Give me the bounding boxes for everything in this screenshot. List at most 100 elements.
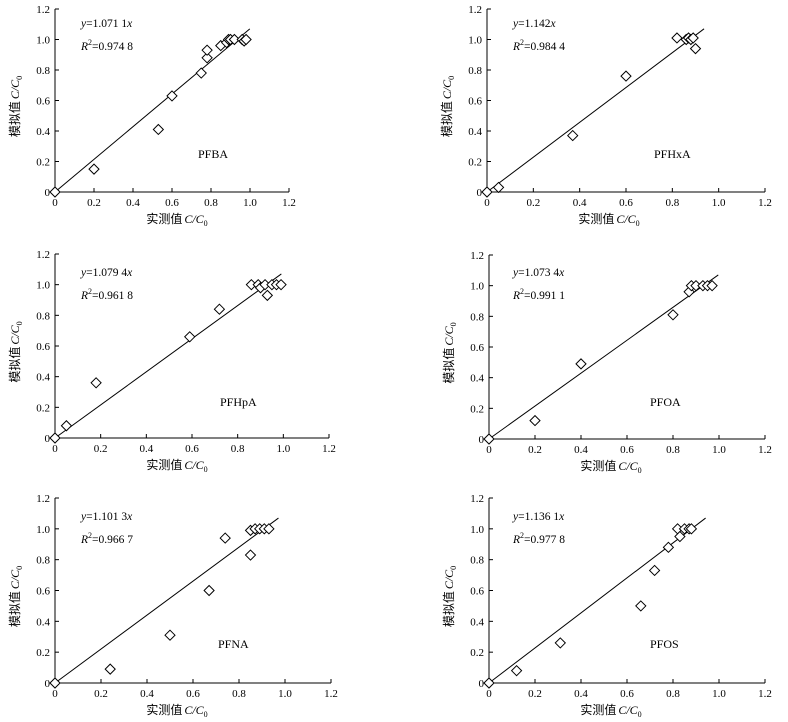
regression-equation: y=1.071 1x [80,18,133,30]
data-point [481,186,493,198]
y-tick-label: 0.4 [470,616,484,628]
y-tick-label: 0 [479,434,485,446]
equation-x: x [558,267,565,279]
equation-y: y [512,511,519,523]
data-point [706,279,718,292]
x-axis-title-sub: 0 [204,465,208,474]
x-axis-title-sub: 0 [204,710,208,719]
y-tick-label: 0.8 [470,311,484,323]
r-squared: R2=0.961 8 [80,287,133,302]
x-tick-label: 1.0 [712,444,726,456]
x-axis-title: 实测值 C/C0 [146,211,207,228]
y-tick-label: 1.0 [36,524,50,536]
y-axis-title-var: C/C [442,325,456,345]
y-tick-label: 0.4 [470,373,484,385]
y-tick-label: 0.2 [36,647,50,659]
chart-panel-pfhpa: 0 0.2 0.4 0.6 0.8 1.0 1.200.20.40.60.81.01.2y=… [7,249,336,474]
x-tick-label: 1.0 [243,197,257,209]
data-point [166,90,178,102]
r-squared: R2=0.974 8 [80,38,133,53]
r-squared-sup: 2 [520,287,524,296]
equation-x: x [549,18,556,30]
y-axis-title-cn: 模拟值 [441,591,456,627]
x-tick-label: 0.8 [666,688,680,700]
x-tick-label: 0.4 [574,688,588,700]
regression-equation: y=1.079 4x [80,267,133,279]
x-tick-label: 1.0 [712,197,726,209]
y-axis-title-var: C/C [8,569,22,589]
data-point [567,129,579,142]
y-tick-label: 0.8 [470,555,484,567]
y-tick-label: 0 [45,433,51,445]
x-tick-label: 0.6 [620,444,634,456]
y-tick-label: 0.8 [36,555,50,567]
data-point [575,358,587,370]
y-axis-title-var: C/C [8,324,22,344]
r-squared: R2=0.977 8 [512,531,565,546]
x-axis-title: 实测值 C/C0 [578,211,639,228]
x-tick-label: 0.4 [139,443,153,455]
data-point [203,584,215,597]
r-squared-r: R [80,290,88,302]
chart-panel-pfna: 0 0.2 0.4 0.6 0.8 1.0 1.200.20.40.60.81.01.2y=… [7,493,338,719]
y-axis-title-cn: 模拟值 [7,101,22,137]
y-tick-label: 0 [45,678,51,690]
equation-slope: =1.071 1 [86,18,127,30]
x-tick-label: 0.6 [186,688,200,700]
x-axis-title: 实测值 C/C0 [580,702,641,719]
data-point [88,163,100,175]
data-point [90,377,102,389]
x-tick-label: 0.2 [94,688,108,700]
equation-y: y [80,511,87,523]
x-tick-label: 1.0 [278,688,292,700]
y-axis-title: 模拟值 C/C0 [7,76,24,137]
data-point [49,432,61,444]
x-axis-title-cn: 实测值 [580,458,616,473]
y-tick-label: 1.0 [36,280,50,292]
y-axis-title-sub: 0 [449,566,458,570]
data-point [483,677,495,689]
y-tick-label: 0.6 [36,341,50,353]
compound-label: PFHxA [654,147,691,161]
y-axis-title: 模拟值 C/C0 [7,566,24,627]
y-tick-label: 1.0 [468,35,482,47]
x-tick-label: 0.2 [528,688,542,700]
x-axis-title-var: C/C [184,703,204,717]
data-point [49,186,61,198]
data-point [275,278,287,291]
r-squared-sup: 2 [88,531,92,540]
regression-line [54,273,282,439]
regression-equation: y=1.073 4x [512,267,565,279]
x-tick-label: 0.6 [185,443,199,455]
data-point [492,181,505,194]
regression-equation: y=1.136 1x [512,511,565,523]
r-squared-r: R [512,41,520,53]
x-tick-label: 0.2 [528,444,542,456]
equation-y: y [512,267,519,279]
y-tick-label: 0.4 [468,126,482,138]
y-axis-title-var: C/C [440,79,454,99]
data-point [240,33,252,46]
equation-slope: =1.142 [518,18,551,30]
x-tick-label: 0.6 [165,197,179,209]
y-tick-label: 0.2 [470,647,484,659]
equation-x: x [126,18,133,30]
x-axis-title-sub: 0 [638,710,642,719]
y-tick-label: 1.2 [36,249,50,261]
x-axis-title: 实测值 C/C0 [146,702,207,719]
r-squared: R2=0.966 7 [80,531,133,546]
x-axis-title-var: C/C [184,212,204,226]
data-point [685,523,698,535]
y-tick-label: 0.6 [36,96,50,108]
equation-y: y [80,267,87,279]
y-axis-title: 模拟值 C/C0 [441,322,458,383]
x-axis-title-cn: 实测值 [578,211,614,226]
chart-panel-pfos: 0 0.2 0.4 0.6 0.8 1.0 1.200.20.40.60.81.01.2y=… [441,493,772,719]
r-squared-r: R [80,534,88,546]
regression-line [54,28,251,193]
compound-label: PFOA [650,395,681,409]
data-point [674,530,686,543]
x-tick-label: 1.2 [758,197,772,209]
compound-label: PFOS [650,637,679,651]
x-axis-title-var: C/C [616,212,636,226]
